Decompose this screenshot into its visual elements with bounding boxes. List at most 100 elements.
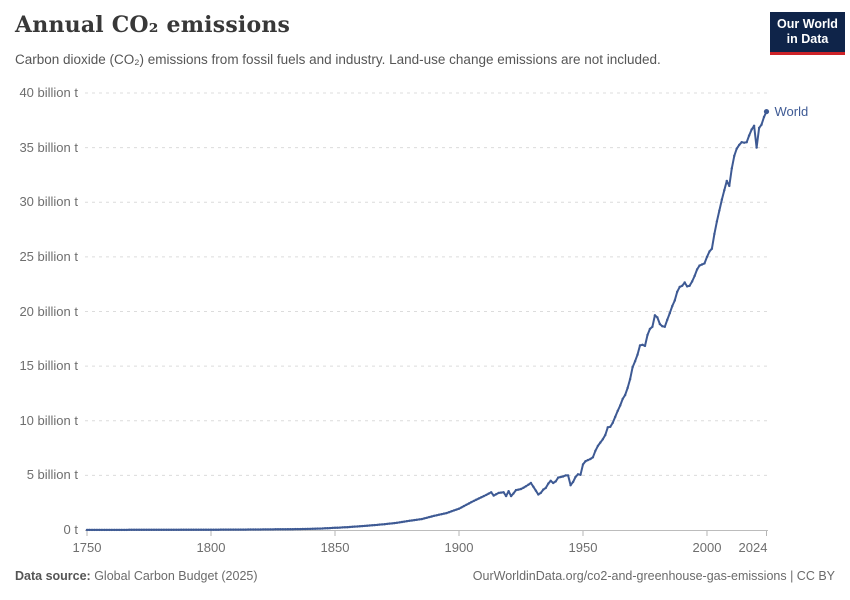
data-point-marker — [323, 527, 327, 530]
data-point-marker — [135, 528, 138, 531]
data-point-marker — [118, 528, 121, 532]
data-point-marker — [542, 488, 545, 491]
data-point-marker — [435, 514, 438, 517]
data-point-marker — [452, 509, 456, 512]
data-point-marker — [93, 528, 96, 532]
data-point-marker — [333, 526, 337, 529]
data-point-marker — [113, 528, 116, 532]
data-point-marker — [219, 528, 223, 531]
data-point-marker — [88, 528, 91, 532]
data-point-marker — [363, 524, 366, 528]
data-point-marker — [760, 123, 763, 126]
data-point-marker — [728, 184, 731, 188]
data-point-marker — [564, 474, 567, 477]
data-point-marker — [676, 290, 679, 293]
data-point-marker — [222, 528, 225, 531]
series-label-world[interactable]: World — [774, 103, 809, 119]
data-point-marker — [447, 511, 451, 514]
data-point-marker — [110, 528, 114, 532]
data-point-marker — [214, 528, 218, 531]
data-point-marker — [504, 494, 508, 498]
page-title: Annual CO₂ emissions — [15, 12, 291, 38]
data-point-marker — [182, 528, 185, 531]
data-point-marker — [209, 528, 213, 531]
data-point-marker — [683, 281, 686, 284]
data-point-marker — [477, 497, 480, 500]
data-point-marker — [470, 500, 473, 504]
data-point-marker — [336, 526, 339, 529]
data-point-marker — [549, 479, 552, 482]
data-point-marker — [85, 528, 89, 532]
data-point-marker — [390, 522, 394, 525]
data-point-marker — [718, 209, 721, 212]
data-point-marker — [167, 528, 170, 531]
data-point-marker — [735, 147, 738, 150]
data-point-marker — [646, 333, 649, 337]
data-point-marker — [566, 474, 570, 477]
data-point-marker — [552, 481, 555, 485]
y-tick-label: 40 billion t — [19, 85, 78, 100]
data-point-marker — [653, 314, 657, 317]
data-point-marker — [368, 524, 371, 527]
data-point-marker — [507, 490, 510, 493]
data-point-marker — [410, 519, 414, 522]
data-point-marker — [175, 528, 178, 531]
data-point-marker — [254, 528, 257, 531]
data-point-marker — [626, 386, 629, 390]
data-point-marker — [318, 527, 322, 530]
data-source-note: Data source: Global Carbon Budget (2025) — [15, 569, 258, 583]
data-point-marker — [229, 528, 232, 531]
owid-logo-line2: in Data — [786, 32, 829, 47]
data-point-marker — [165, 528, 168, 531]
x-tick-label: 1750 — [72, 540, 102, 555]
data-point-marker — [281, 528, 285, 531]
data-point-marker — [666, 318, 669, 321]
data-point-marker — [745, 141, 748, 144]
data-point-marker — [162, 528, 166, 531]
data-point-marker — [460, 506, 463, 509]
x-tick-label: 1850 — [320, 540, 350, 555]
data-point-marker — [376, 523, 379, 527]
data-point-marker — [224, 528, 228, 531]
data-point-marker — [611, 421, 614, 425]
data-point-marker — [331, 526, 334, 530]
data-point-marker — [621, 397, 624, 401]
data-point-marker — [128, 528, 131, 531]
data-point-marker — [140, 528, 143, 531]
data-point-marker — [108, 528, 111, 532]
world-emissions-line[interactable] — [86, 110, 768, 531]
data-point-marker — [591, 456, 595, 459]
data-point-marker — [418, 518, 421, 521]
data-point-marker — [738, 143, 741, 147]
data-point-marker — [301, 527, 304, 531]
data-point-marker — [400, 520, 404, 524]
data-point-marker — [752, 124, 756, 128]
data-point-marker — [703, 262, 706, 265]
data-point-marker — [170, 528, 173, 531]
data-point-marker — [750, 128, 753, 131]
data-point-marker — [314, 527, 317, 530]
data-point-marker — [490, 491, 493, 494]
data-point-marker — [187, 528, 190, 531]
series-end-dot — [763, 108, 770, 115]
data-point-marker — [115, 528, 119, 532]
data-point-marker — [743, 141, 746, 144]
data-point-marker — [147, 528, 151, 531]
data-point-marker — [480, 496, 483, 499]
data-point-marker — [537, 493, 540, 496]
data-point-marker — [180, 528, 183, 531]
data-point-marker — [204, 528, 208, 531]
data-point-marker — [755, 146, 758, 149]
data-point-marker — [157, 528, 161, 531]
x-tick-label: 2000 — [692, 540, 722, 555]
data-source-value: Global Carbon Budget (2025) — [90, 569, 258, 583]
data-point-marker — [380, 523, 384, 526]
data-point-marker — [757, 126, 761, 130]
data-point-marker — [366, 524, 369, 527]
data-point-marker — [693, 274, 696, 278]
data-point-marker — [393, 521, 396, 525]
data-point-marker — [730, 167, 733, 170]
data-point-marker — [641, 343, 644, 346]
data-point-marker — [527, 483, 530, 486]
